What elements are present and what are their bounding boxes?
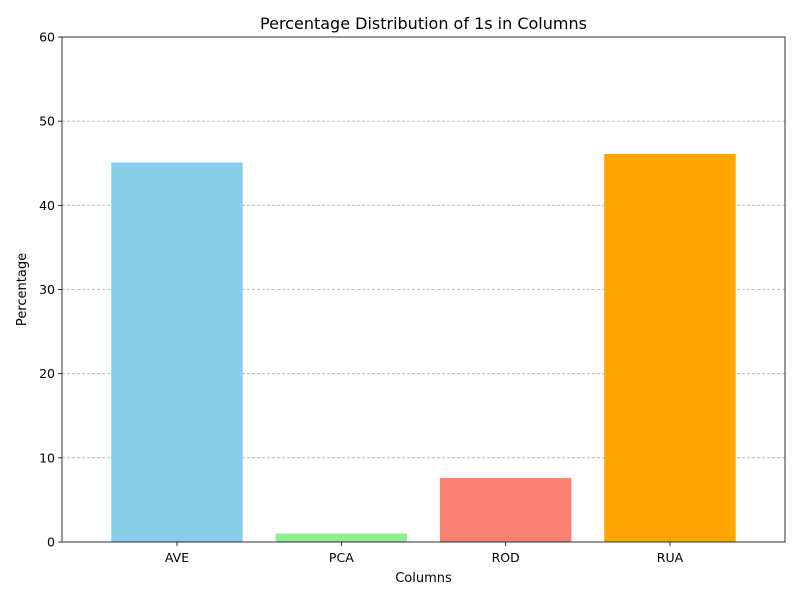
x-axis-label: Columns <box>395 571 452 586</box>
bar-ave <box>111 162 243 543</box>
x-tick-label-pca: PCA <box>329 550 354 565</box>
bar-pca <box>275 533 408 542</box>
y-tick-label: 60 <box>39 30 55 45</box>
bars <box>111 153 736 543</box>
bar-rua <box>604 153 736 542</box>
y-tick-label: 0 <box>47 535 55 550</box>
bar-rod <box>439 478 572 542</box>
y-tick-label: 40 <box>39 198 55 213</box>
x-axis-ticks: AVE PCA ROD RUA <box>165 542 684 565</box>
chart-title: Percentage Distribution of 1s in Columns <box>260 14 587 33</box>
y-tick-label: 30 <box>39 282 55 297</box>
y-axis-ticks: 0 10 20 30 40 50 60 <box>39 30 62 550</box>
x-tick-label-rod: ROD <box>492 550 520 565</box>
y-tick-label: 10 <box>39 450 55 465</box>
y-tick-label: 20 <box>39 366 55 381</box>
y-axis-label: Percentage <box>15 253 30 326</box>
x-tick-label-ave: AVE <box>165 550 189 565</box>
x-tick-label-rua: RUA <box>657 550 684 565</box>
y-tick-label: 50 <box>39 114 55 129</box>
